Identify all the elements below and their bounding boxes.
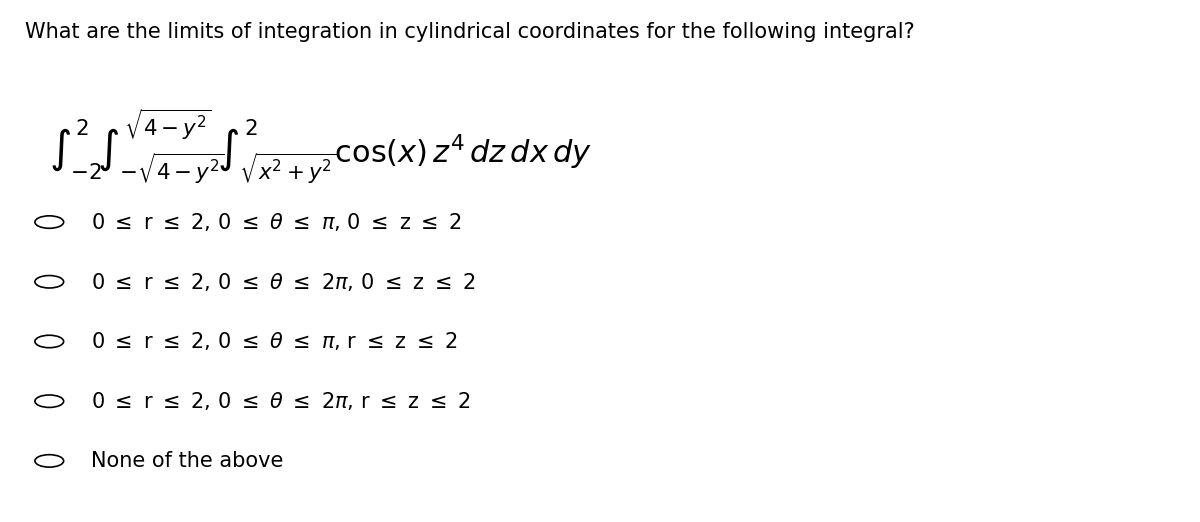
Text: 0 $\leq$ r $\leq$ 2, 0 $\leq$ $\theta$ $\leq$ $\pi$, 0 $\leq$ z $\leq$ 2: 0 $\leq$ r $\leq$ 2, 0 $\leq$ $\theta$ $… (91, 211, 462, 233)
Text: $\int_{-2}^{2}\!\int_{-\sqrt{4-y^2}}^{\sqrt{4-y^2}}\!\int_{\sqrt{x^2+y^2}}^{2}\c: $\int_{-2}^{2}\!\int_{-\sqrt{4-y^2}}^{\s… (49, 108, 593, 186)
Text: 0 $\leq$ r $\leq$ 2, 0 $\leq$ $\theta$ $\leq$ 2$\pi$, 0 $\leq$ z $\leq$ 2: 0 $\leq$ r $\leq$ 2, 0 $\leq$ $\theta$ $… (91, 271, 475, 293)
Text: 0 $\leq$ r $\leq$ 2, 0 $\leq$ $\theta$ $\leq$ 2$\pi$, r $\leq$ z $\leq$ 2: 0 $\leq$ r $\leq$ 2, 0 $\leq$ $\theta$ $… (91, 390, 470, 412)
Text: What are the limits of integration in cylindrical coordinates for the following : What are the limits of integration in cy… (25, 22, 916, 42)
Text: 0 $\leq$ r $\leq$ 2, 0 $\leq$ $\theta$ $\leq$ $\pi$, r $\leq$ z $\leq$ 2: 0 $\leq$ r $\leq$ 2, 0 $\leq$ $\theta$ $… (91, 330, 457, 352)
Text: None of the above: None of the above (91, 451, 283, 471)
